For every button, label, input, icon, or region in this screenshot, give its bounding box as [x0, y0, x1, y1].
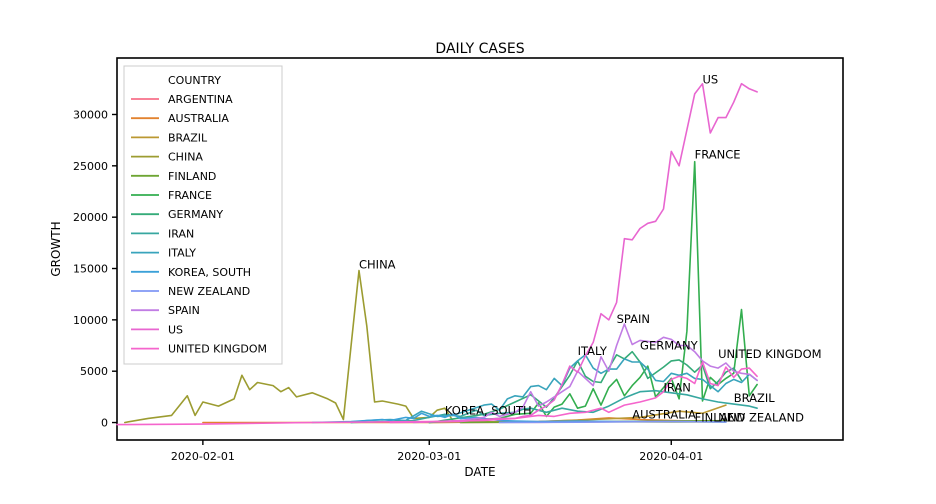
- y-tick-label: 10000: [73, 314, 108, 327]
- legend-entry: ITALY: [168, 247, 196, 260]
- series-line-italy: [350, 353, 758, 424]
- legend-entry: AUSTRALIA: [168, 112, 229, 125]
- legend-entry: KOREA, SOUTH: [168, 266, 251, 279]
- x-tick-label: 2020-03-01: [397, 450, 461, 463]
- legend-entry: CHINA: [168, 151, 203, 164]
- series-line-us: [389, 82, 758, 424]
- legend-entry: UNITED KINGDOM: [168, 343, 267, 356]
- annotation-label: SPAIN: [617, 312, 650, 326]
- legend-entry: US: [168, 323, 183, 336]
- annotation-label: GERMANY: [640, 339, 699, 353]
- x-axis-label: DATE: [464, 465, 495, 479]
- plot-frame: [116, 57, 844, 441]
- y-tick-label: 5000: [80, 365, 108, 378]
- y-axis-label: GROWTH: [49, 221, 63, 276]
- annotation-label: FINLAND: [695, 411, 746, 425]
- legend-entry: SPAIN: [168, 304, 200, 317]
- legend-entry: NEW ZEALAND: [168, 285, 250, 298]
- series-layer: [116, 82, 758, 426]
- legend-entry: FINLAND: [168, 170, 216, 183]
- annotation-label: ITALY: [578, 344, 608, 358]
- annotation-label: NEW ZEALAND: [718, 411, 804, 425]
- series-line-china: [124, 269, 727, 424]
- series-line-korea-south: [311, 412, 727, 424]
- y-tick-label: 30000: [73, 108, 108, 121]
- annotation-label: CHINA: [359, 258, 396, 272]
- y-tick-label: 15000: [73, 263, 108, 276]
- annotation-label: FRANCE: [695, 148, 741, 162]
- x-tick-label: 2020-02-01: [171, 450, 235, 463]
- legend-entry: BRAZIL: [168, 131, 208, 144]
- annotation-label: US: [702, 73, 718, 87]
- annotation-layer: CHINA US FRANCE SPAIN ITALY GERMANY UNITED KIN…: [359, 73, 822, 425]
- legend-entry: IRAN: [168, 227, 194, 240]
- tick-layer: 2020-02-01 2020-03-01 2020-04-01 0 5000 10000…: [73, 108, 703, 463]
- series-line-new-zealand: [498, 420, 727, 424]
- y-tick-label: 25000: [73, 160, 108, 173]
- annotation-label: UNITED KINGDOM: [718, 347, 822, 361]
- annotation-label: KOREA, SOUTH: [445, 403, 532, 417]
- annotation-label: AUSTRALIA: [632, 407, 696, 421]
- y-tick-label: 0: [101, 417, 108, 430]
- legend: COUNTRY ARGENTINA AUSTRALIA BRAZIL CHINA FIN…: [123, 65, 283, 365]
- legend-entry: ARGENTINA: [168, 93, 233, 106]
- annotation-label: IRAN: [663, 381, 690, 395]
- annotation-label: BRAZIL: [734, 391, 776, 405]
- legend-entry: GERMANY: [168, 208, 223, 221]
- chart-title: DAILY CASES: [435, 41, 524, 57]
- y-tick-label: 20000: [73, 211, 108, 224]
- legend-entry: FRANCE: [168, 189, 212, 202]
- x-tick-label: 2020-04-01: [639, 450, 703, 463]
- legend-title: COUNTRY: [168, 74, 221, 87]
- series-line-united-kingdom: [116, 361, 758, 426]
- series-line-spain: [412, 323, 758, 424]
- series-line-france: [428, 160, 758, 424]
